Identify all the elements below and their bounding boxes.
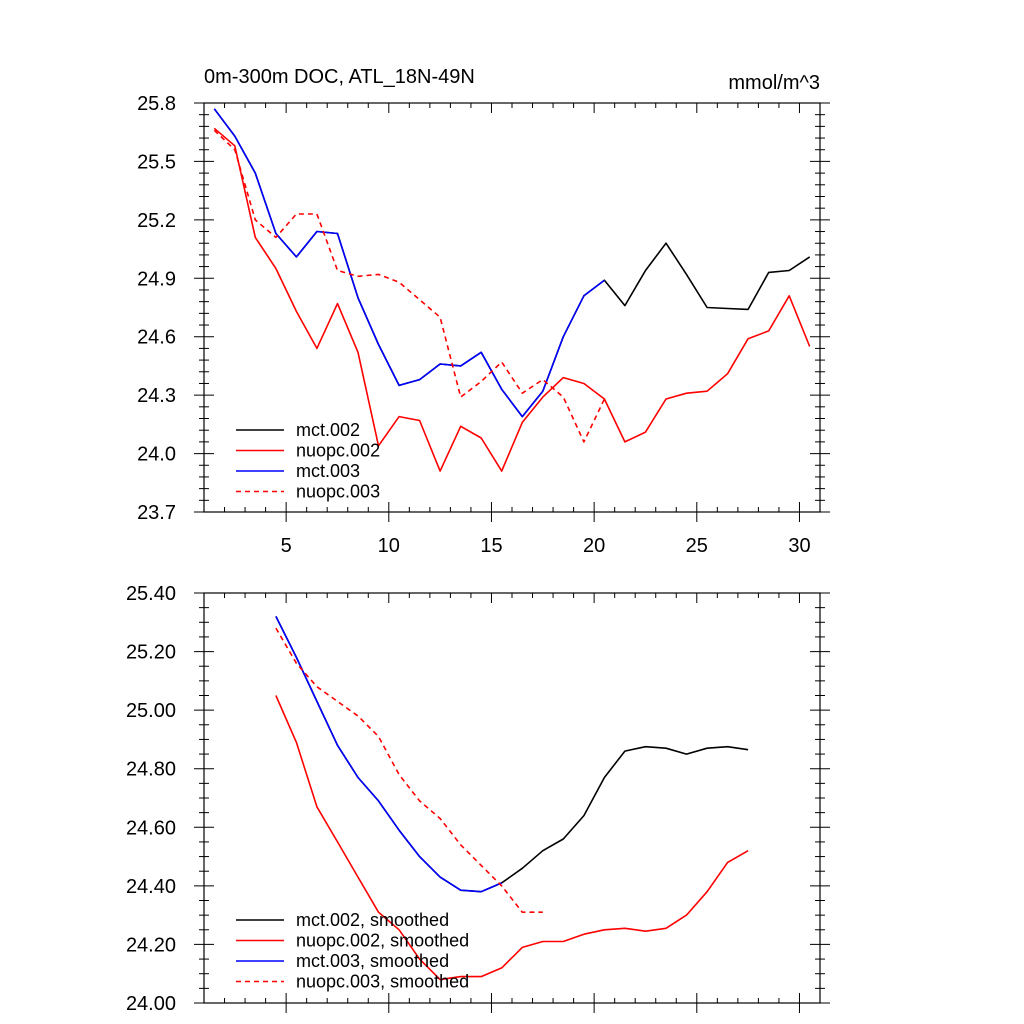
y-tick-label: 25.20 xyxy=(126,642,176,664)
y-tick-label: 24.20 xyxy=(126,934,176,956)
legend-label-3: mct.003 xyxy=(296,461,360,481)
legend-label-2: nuopc.002, smoothed xyxy=(296,931,469,951)
series-line-1 xyxy=(213,108,811,418)
y-tick-label: 24.80 xyxy=(126,759,176,781)
legend-label-2: nuopc.002 xyxy=(296,441,380,461)
y-tick-label: 24.9 xyxy=(137,268,176,290)
x-tick-label: 15 xyxy=(480,535,502,557)
y-tick-label: 24.0 xyxy=(137,444,176,466)
series-line-3 xyxy=(275,616,503,893)
series-line-2 xyxy=(213,127,811,472)
y-tick-label: 25.2 xyxy=(137,210,176,232)
chart-panel-1: 5 10 15 20 25 30 23.7 24.0 24.3 24.6 24.9 25.2 25.5 2… xyxy=(137,66,830,557)
legend-label-3: mct.003, smoothed xyxy=(296,951,449,971)
y-tick-label: 24.00 xyxy=(126,993,176,1015)
x-tick-label: 5 xyxy=(281,535,292,557)
series-line-1 xyxy=(275,616,749,893)
legend-label-4: nuopc.003 xyxy=(296,482,380,502)
y-tick-label: 24.60 xyxy=(126,817,176,839)
chart-title: 0m-300m DOC, ATL_18N-49N xyxy=(204,66,475,88)
legend-label-1: mct.002, smoothed xyxy=(296,910,449,930)
y-tick-label: 24.6 xyxy=(137,327,176,349)
y-tick-label: 25.40 xyxy=(126,583,176,605)
chart-units: mmol/m^3 xyxy=(728,72,820,94)
series-line-4 xyxy=(275,627,543,914)
series-line-2 xyxy=(275,695,749,981)
y-tick-label: 25.00 xyxy=(126,700,176,722)
legend-label-1: mct.002 xyxy=(296,420,360,440)
y-tick-label: 24.3 xyxy=(137,385,176,407)
series-line-4 xyxy=(213,129,606,443)
legend-label-4: nuopc.003, smoothed xyxy=(296,972,469,992)
y-tick-label: 24.40 xyxy=(126,876,176,898)
series-line-3 xyxy=(213,108,605,418)
x-tick-label: 30 xyxy=(788,535,810,557)
x-tick-label: 25 xyxy=(686,535,708,557)
chart-panel-2: 24.00 24.20 24.40 24.60 24.80 25.00 25.20 25.40… xyxy=(126,583,830,1015)
y-tick-label: 23.7 xyxy=(137,502,176,524)
y-tick-label: 25.8 xyxy=(137,93,176,115)
y-tick-label: 25.5 xyxy=(137,151,176,173)
x-tick-label: 20 xyxy=(583,535,605,557)
x-tick-label: 10 xyxy=(378,535,400,557)
